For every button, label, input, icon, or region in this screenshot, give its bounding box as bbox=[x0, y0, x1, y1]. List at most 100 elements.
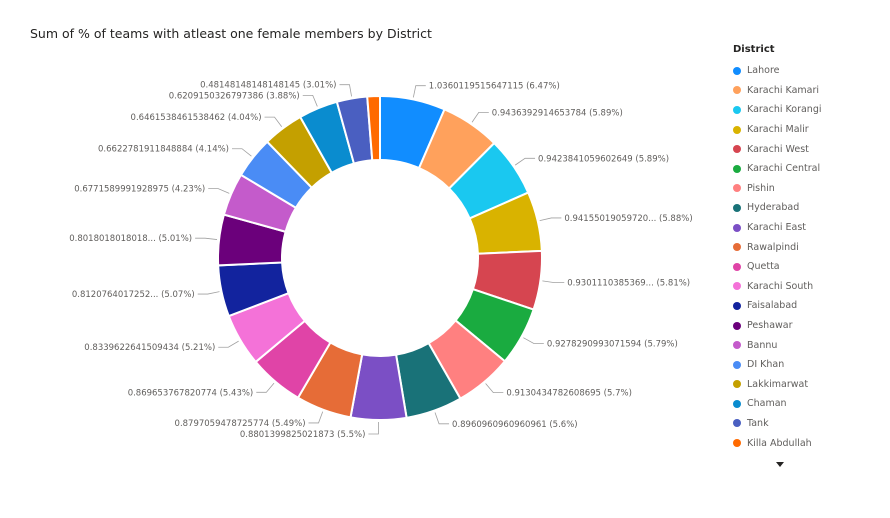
data-label: 0.6622781911848884 (4.14%) bbox=[98, 145, 229, 155]
legend-item-faisalabad[interactable]: Faisalabad bbox=[733, 296, 853, 316]
legend-color-dot-icon bbox=[733, 282, 741, 291]
data-label: 1.0360119515647115 (6.47%) bbox=[429, 82, 560, 92]
legend-color-dot-icon bbox=[733, 301, 741, 310]
legend-item-karachi-central[interactable]: Karachi Central bbox=[733, 159, 853, 179]
data-label: 0.9436392914653784 (5.89%) bbox=[492, 108, 623, 118]
data-label-leader bbox=[514, 157, 536, 166]
data-label-leader bbox=[485, 383, 504, 394]
legend-item-label: Quetta bbox=[747, 261, 780, 273]
data-label: 0.6209150326797386 (3.88%) bbox=[169, 91, 300, 101]
data-label: 0.8960960960960961 (5.6%) bbox=[452, 420, 578, 430]
legend-color-dot-icon bbox=[733, 86, 741, 95]
legend-item-karachi-malir[interactable]: Karachi Malir bbox=[733, 120, 853, 140]
data-label-leader bbox=[308, 411, 324, 424]
data-label-leader bbox=[302, 94, 318, 107]
legend-item-di-khan[interactable]: DI Khan bbox=[733, 355, 853, 375]
data-label-leader bbox=[539, 217, 562, 222]
legend-color-dot-icon bbox=[733, 223, 741, 232]
donut-slice-killa-abdullah[interactable] bbox=[366, 94, 381, 162]
legend-item-label: Karachi Kamari bbox=[747, 84, 820, 96]
legend-item-killa-abdullah[interactable]: Killa Abdullah bbox=[733, 433, 853, 453]
data-label-leader bbox=[542, 280, 565, 283]
legend-color-dot-icon bbox=[733, 419, 741, 428]
legend: District Lahore Karachi Kamari Karachi Kor… bbox=[733, 44, 853, 453]
data-label-leader bbox=[197, 291, 220, 295]
legend-color-dot-icon bbox=[733, 439, 741, 448]
legend-color-dot-icon bbox=[733, 105, 741, 114]
legend-color-dot-icon bbox=[733, 243, 741, 252]
data-label-leader bbox=[523, 337, 544, 344]
legend-item-label: Karachi South bbox=[747, 280, 814, 292]
data-label: 0.6771589991928975 (4.23%) bbox=[74, 185, 205, 195]
data-label-leader bbox=[256, 382, 275, 393]
legend-item-label: Peshawar bbox=[747, 320, 793, 332]
data-label: 0.8120764017252... (5.07%) bbox=[72, 290, 195, 300]
legend-item-label: Lakkimarwat bbox=[747, 378, 809, 390]
legend-item-karachi-kamari[interactable]: Karachi Kamari bbox=[733, 81, 853, 101]
legend-item-lakkimarwat[interactable]: Lakkimarwat bbox=[733, 375, 853, 395]
legend-color-dot-icon bbox=[733, 164, 741, 173]
legend-item-pishin[interactable]: Pishin bbox=[733, 179, 853, 199]
data-label-leader bbox=[368, 421, 379, 435]
legend-item-label: Karachi Korangi bbox=[747, 104, 822, 116]
data-label: 0.8018018018018... (5.01%) bbox=[69, 234, 192, 244]
legend-item-label: Karachi Malir bbox=[747, 124, 809, 136]
legend-item-lahore[interactable]: Lahore bbox=[733, 61, 853, 81]
legend-color-dot-icon bbox=[733, 321, 741, 330]
legend-color-dot-icon bbox=[733, 66, 741, 75]
legend-item-label: Killa Abdullah bbox=[747, 437, 812, 449]
legend-item-label: Hyderabad bbox=[747, 202, 800, 214]
data-label: 0.48148148148148145 (3.01%) bbox=[200, 81, 336, 91]
legend-color-dot-icon bbox=[733, 184, 741, 193]
legend-color-dot-icon bbox=[733, 145, 741, 154]
legend-item-label: Karachi West bbox=[747, 143, 809, 155]
data-label: 0.869653767820774 (5.43%) bbox=[128, 388, 254, 398]
legend-item-karachi-east[interactable]: Karachi East bbox=[733, 218, 853, 238]
data-label-leader bbox=[218, 340, 239, 348]
legend-item-label: Lahore bbox=[747, 65, 780, 77]
legend-color-dot-icon bbox=[733, 380, 741, 389]
legend-item-hyderabad[interactable]: Hyderabad bbox=[733, 198, 853, 218]
legend-color-dot-icon bbox=[733, 125, 741, 134]
data-label: 0.9423841059602649 (5.89%) bbox=[538, 154, 669, 164]
data-label: 0.6461538461538462 (4.04%) bbox=[131, 113, 262, 123]
data-label: 0.94155019059720... (5.88%) bbox=[564, 214, 692, 224]
legend-item-label: Pishin bbox=[747, 182, 775, 194]
data-label-leader bbox=[412, 85, 426, 98]
legend-item-label: Karachi East bbox=[747, 222, 807, 234]
legend-item-quetta[interactable]: Quetta bbox=[733, 257, 853, 277]
data-label: 0.8797059478725774 (5.49%) bbox=[175, 419, 306, 429]
legend-item-chaman[interactable]: Chaman bbox=[733, 394, 853, 414]
legend-item-rawalpindi[interactable]: Rawalpindi bbox=[733, 237, 853, 257]
data-label: 0.8339622641509434 (5.21%) bbox=[84, 343, 215, 353]
data-label: 0.9130434782608695 (5.7%) bbox=[506, 389, 632, 399]
legend-item-label: DI Khan bbox=[747, 359, 785, 371]
legend-item-karachi-west[interactable]: Karachi West bbox=[733, 139, 853, 159]
legend-item-label: Tank bbox=[747, 417, 769, 429]
data-label-leader bbox=[264, 116, 283, 127]
data-label: 0.8801399825021873 (5.5%) bbox=[240, 430, 366, 440]
legend-item-peshawar[interactable]: Peshawar bbox=[733, 316, 853, 336]
legend-color-dot-icon bbox=[733, 360, 741, 369]
data-label-leader bbox=[232, 148, 252, 157]
data-label: 0.9301110385369... (5.81%) bbox=[567, 279, 690, 289]
legend-item-label: Karachi Central bbox=[747, 163, 821, 175]
legend-item-label: Chaman bbox=[747, 398, 787, 410]
legend-item-label: Rawalpindi bbox=[747, 241, 799, 253]
legend-item-label: Bannu bbox=[747, 339, 778, 351]
chart-title: Sum of % of teams with atleast one femal… bbox=[30, 26, 432, 41]
legend-item-karachi-korangi[interactable]: Karachi Korangi bbox=[733, 100, 853, 120]
data-label-leader bbox=[471, 111, 489, 123]
legend-scroll-down-icon[interactable] bbox=[776, 462, 784, 467]
legend-title: District bbox=[733, 44, 775, 55]
legend-item-karachi-south[interactable]: Karachi South bbox=[733, 277, 853, 297]
data-label: 0.9278290993071594 (5.79%) bbox=[547, 340, 678, 350]
legend-item-tank[interactable]: Tank bbox=[733, 414, 853, 434]
legend-item-bannu[interactable]: Bannu bbox=[733, 335, 853, 355]
legend-color-dot-icon bbox=[733, 262, 741, 271]
legend-color-dot-icon bbox=[733, 203, 741, 212]
data-label-leader bbox=[434, 412, 450, 425]
data-label-leader bbox=[339, 84, 352, 97]
legend-color-dot-icon bbox=[733, 399, 741, 408]
